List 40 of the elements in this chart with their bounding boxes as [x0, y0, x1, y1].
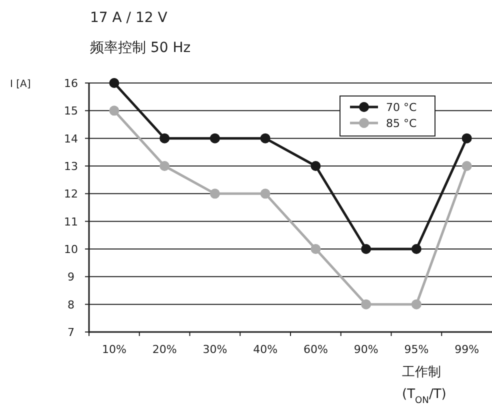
x-tick-label: 30% [202, 343, 228, 356]
y-axis-title: I [A] [10, 79, 31, 90]
point [361, 299, 372, 310]
point [109, 78, 120, 88]
x-axis-title: 工作制 (T$_{ON}$/T) [402, 365, 446, 406]
legend-label: 85 °C [386, 117, 417, 130]
y-tick-label: 10 [64, 243, 78, 256]
point [160, 133, 170, 144]
point [210, 188, 220, 199]
legend-label: 70 °C [386, 101, 417, 114]
point [260, 133, 270, 144]
x-tick-label: 99% [454, 343, 480, 356]
x-tick-label: 10% [102, 343, 126, 356]
x-tick-label: 40% [253, 343, 278, 356]
y-tick-label: 7 [68, 326, 74, 339]
point [411, 299, 422, 310]
chart-title: 17 A / 12 V [90, 10, 168, 26]
point [310, 244, 321, 254]
x-tick-label: 90% [354, 343, 378, 356]
x-tick-label: 20% [152, 343, 177, 356]
point [109, 106, 120, 116]
point [160, 161, 170, 171]
y-tick-label: 16 [64, 77, 78, 90]
y-tick-label: 15 [64, 104, 78, 118]
y-tick-label: 8 [68, 298, 74, 312]
x-tick-label: 60% [303, 343, 328, 356]
point [260, 188, 270, 199]
chart-subtitle: 频率控制 50 Hz [90, 40, 191, 56]
point [462, 133, 472, 144]
point [210, 133, 220, 144]
y-tick-label: 13 [64, 160, 78, 173]
point [462, 161, 472, 171]
point [411, 244, 422, 254]
y-tick-label: 12 [64, 188, 78, 201]
y-tick-label: 9 [68, 270, 74, 284]
point [361, 244, 372, 254]
y-tick-label: 11 [64, 215, 78, 228]
y-tick-label: 14 [64, 132, 78, 146]
point [310, 161, 321, 171]
x-tick-label: 95% [404, 343, 429, 356]
